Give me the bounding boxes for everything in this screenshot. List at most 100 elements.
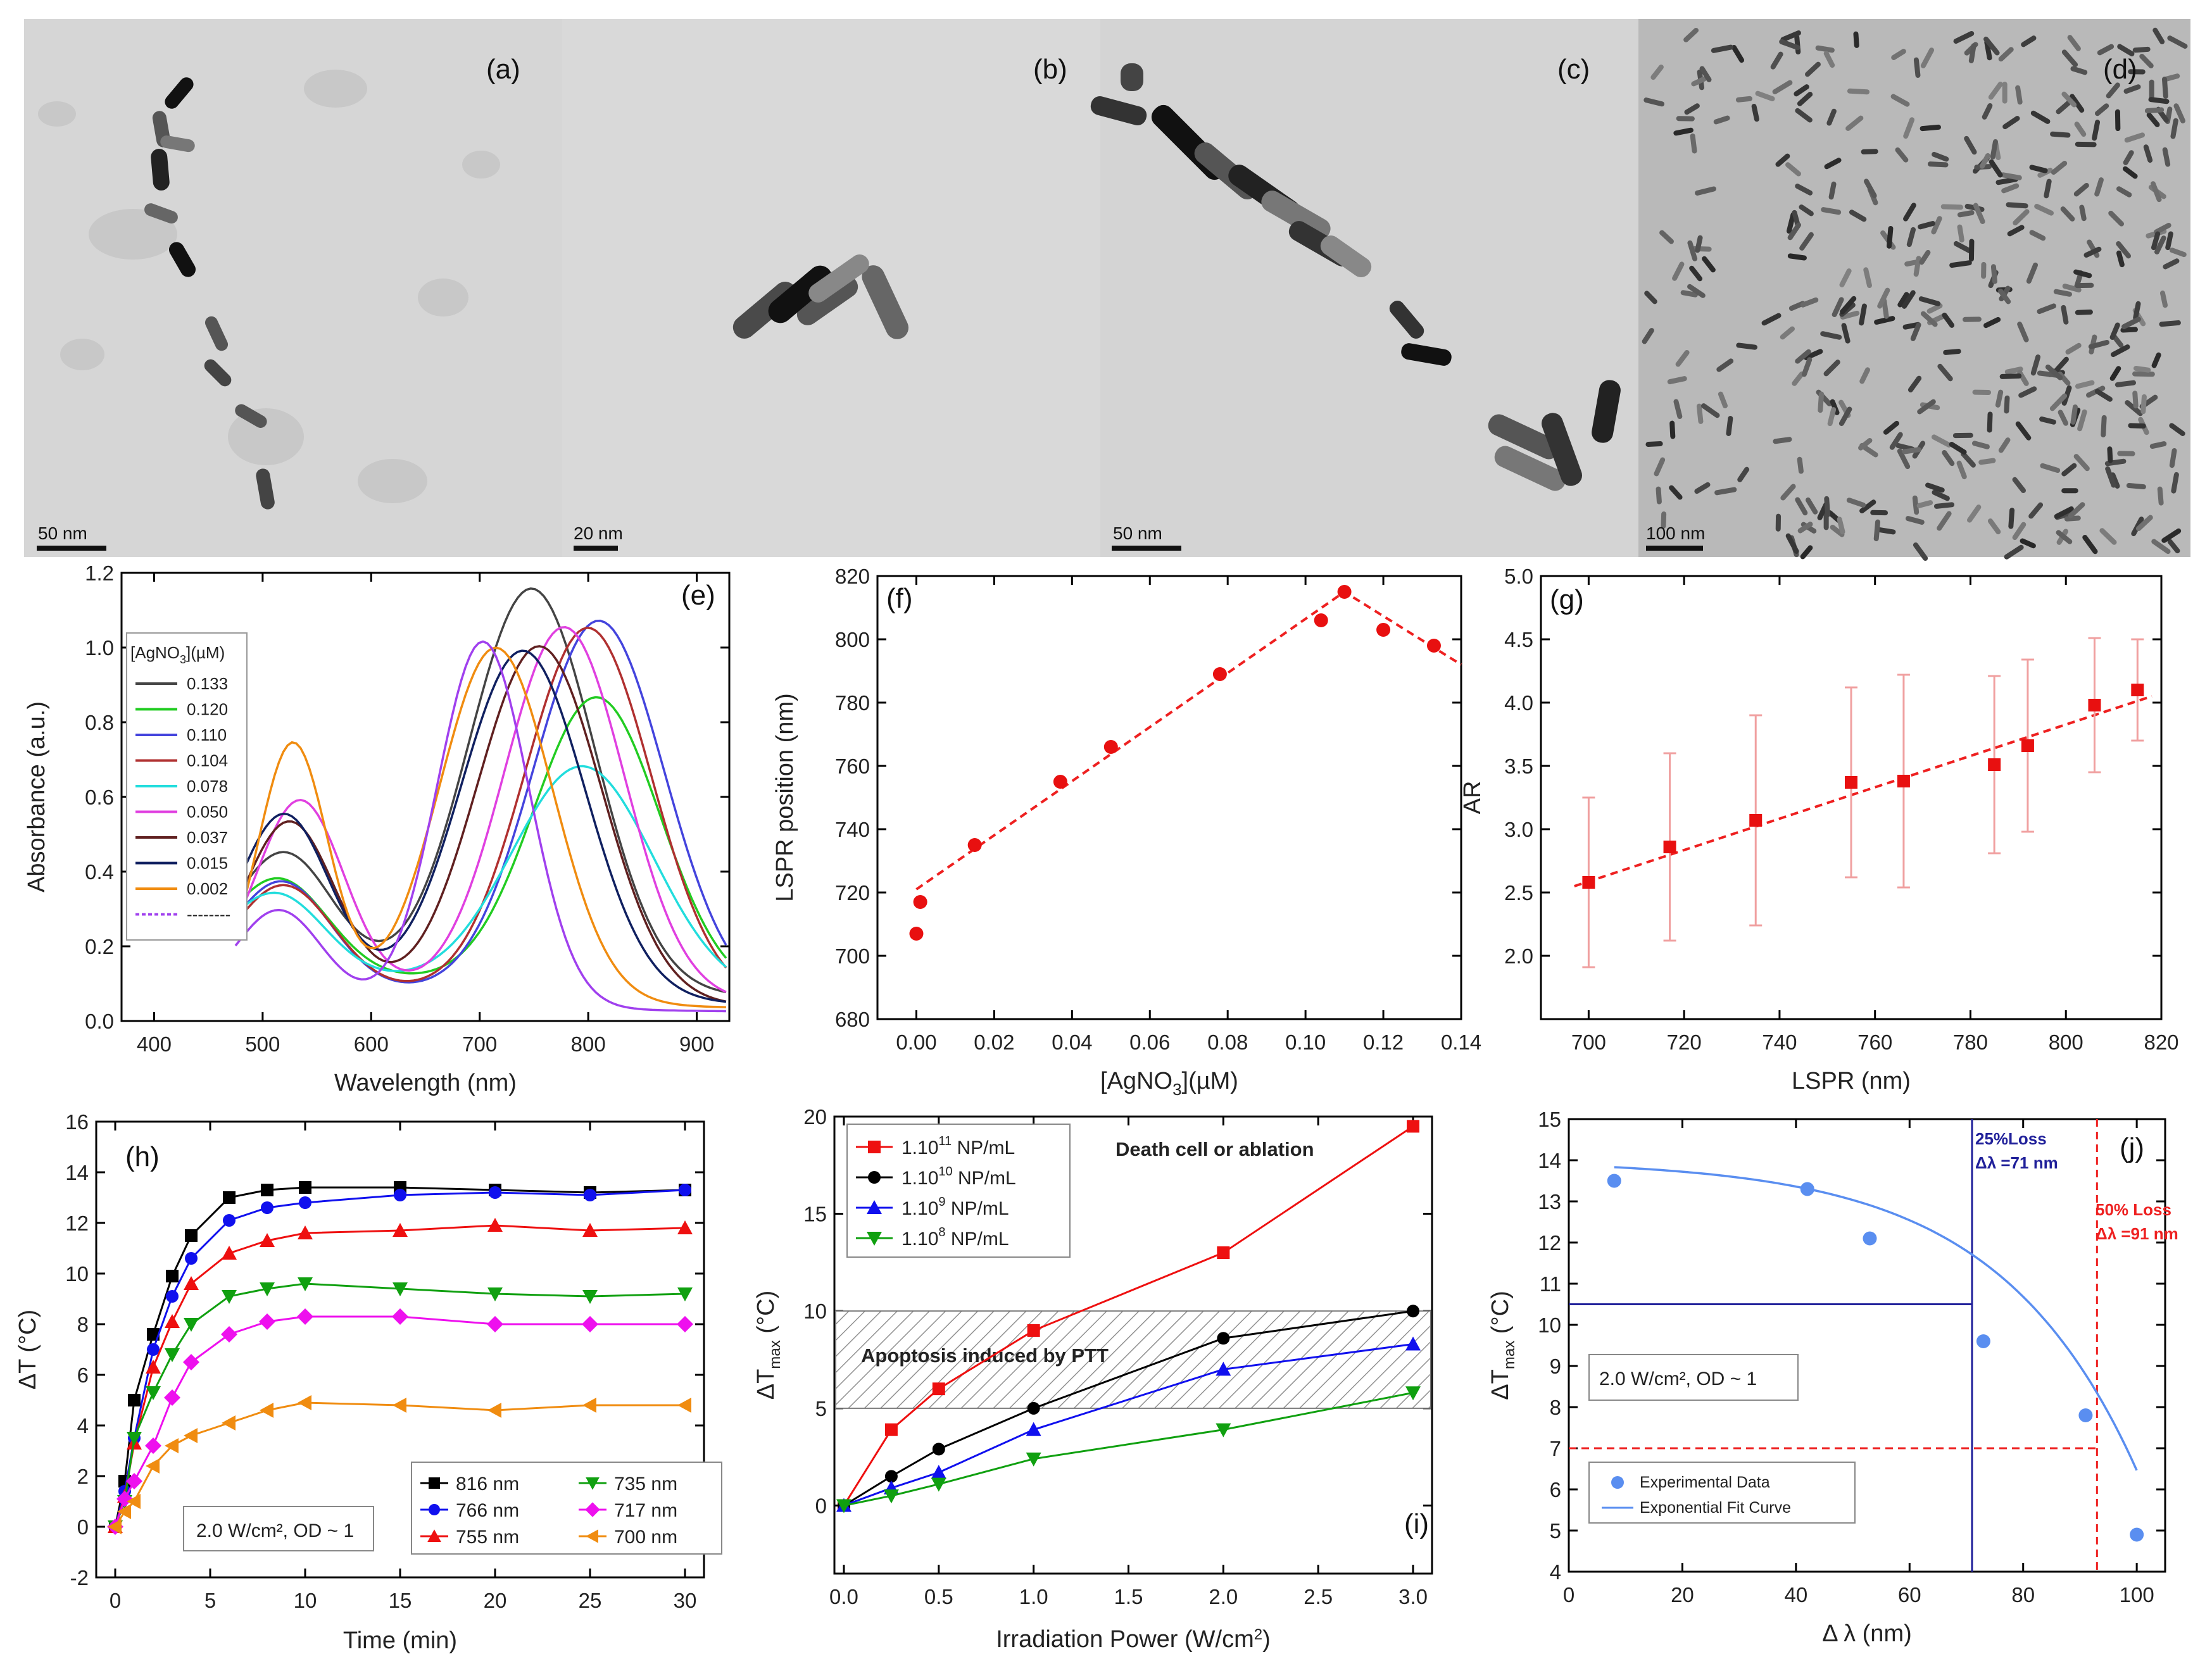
nanorod — [2006, 202, 2028, 209]
data-point — [1407, 1305, 1420, 1318]
data-point — [677, 1220, 693, 1234]
y-tick-label: 10 — [65, 1262, 89, 1286]
x-axis-label: Δ λ (nm) — [1822, 1620, 1912, 1647]
plot-frame — [876, 575, 1462, 1020]
annotation-box — [1588, 1354, 1799, 1401]
nanorod — [2126, 483, 2146, 490]
nanorod — [1770, 51, 1783, 70]
legend-label: 1.108 NP/mL — [902, 1225, 1009, 1250]
nanorod — [1853, 31, 1859, 48]
nanorod — [2067, 35, 2081, 51]
nanorod — [1995, 389, 2004, 408]
nanorod — [1805, 497, 1818, 515]
nanorod — [2128, 69, 2146, 75]
y-axis-label: Absorbance (a.u.) — [23, 701, 50, 892]
nanorod — [2132, 391, 2139, 409]
nanorod — [1695, 235, 1703, 253]
y-tick-label: 2 — [77, 1465, 89, 1488]
nanorod — [1861, 149, 1878, 154]
data-point — [128, 1394, 141, 1406]
nanorod — [1841, 323, 1851, 344]
panel-label: (e) — [681, 580, 715, 611]
nanorod — [1821, 207, 1842, 215]
nanorod — [1953, 241, 1973, 254]
legend: 816 nm 766 nm 755 nm 735 nm 717 nm 700 nm — [411, 1462, 722, 1555]
nanorod — [1691, 76, 1707, 87]
nanorod — [1690, 133, 1697, 154]
fit-curve — [1614, 1166, 2138, 1471]
data-point — [1407, 1120, 1420, 1133]
nanorod — [1890, 94, 1910, 107]
x-tick-label: 800 — [571, 1032, 606, 1056]
nanorod — [2139, 53, 2154, 68]
nanorod — [1659, 230, 1674, 244]
legend-label: 755 nm — [456, 1527, 519, 1548]
nanorod — [2061, 91, 2077, 108]
nanorod — [1787, 222, 1802, 241]
legend-marker — [867, 1200, 882, 1214]
y-tick-label: 4 — [77, 1414, 89, 1437]
data-point — [223, 1214, 236, 1227]
data-point — [394, 1189, 406, 1201]
data-point — [1026, 1422, 1041, 1436]
nanorod — [1687, 240, 1698, 261]
nanorod — [1998, 288, 2011, 304]
data-point — [222, 1415, 236, 1431]
nanorod — [1792, 371, 1804, 386]
x-tick-label: 20 — [484, 1589, 507, 1612]
nanorod — [1718, 391, 1728, 409]
data-point — [185, 1229, 198, 1242]
legend-box — [1588, 1462, 1856, 1524]
nanorod — [1889, 432, 1903, 450]
nanorod — [1845, 115, 1864, 131]
y-axis-label: ΔTmax (°C) — [1487, 1291, 1518, 1400]
nanorod — [1887, 225, 1894, 249]
fit-line — [1574, 695, 2152, 887]
y-tick-label: 16 — [65, 1110, 89, 1134]
nanorod — [2037, 303, 2056, 315]
nanorod — [1913, 542, 1928, 561]
nanorod — [2170, 118, 2178, 139]
data-point — [932, 1382, 945, 1396]
legend-marker — [1611, 1476, 1624, 1489]
nanorod — [1755, 91, 1775, 102]
y-tick-label: 1.0 — [85, 636, 114, 660]
x-tick-label: 80 — [2011, 1583, 2035, 1606]
x-axis-label: [AgNO3](µM) — [1100, 1068, 1238, 1099]
nanorod — [1775, 513, 1782, 532]
nanorod — [1978, 458, 1996, 465]
legend-label: 0.133 — [187, 674, 228, 693]
data-point — [2130, 1527, 2144, 1542]
nanorod — [2075, 380, 2095, 389]
nanorod — [1918, 296, 1941, 306]
nanorod — [1937, 363, 1953, 382]
nanorod — [1800, 297, 1819, 308]
data-point — [931, 1465, 946, 1479]
nanorod — [2169, 247, 2187, 258]
nanorod — [2050, 131, 2071, 138]
data-point — [117, 1504, 131, 1519]
data-point — [166, 1290, 179, 1303]
nanorod — [1795, 184, 1813, 196]
x-axis-label: Irradiation Power (W/cm2) — [996, 1626, 1271, 1653]
x-tick-label: 0.10 — [1285, 1030, 1326, 1054]
nanorod — [1942, 450, 1955, 467]
nanorod — [2004, 395, 2010, 414]
x-tick-label: 500 — [245, 1032, 280, 1056]
nanorod — [2094, 389, 2113, 402]
nanorod — [1737, 467, 1750, 482]
data-point — [147, 1343, 160, 1356]
y-tick-label: 740 — [835, 818, 870, 841]
panel-label: (h) — [125, 1141, 160, 1172]
legend-label: 0.037 — [187, 828, 228, 847]
nanorod — [1952, 432, 1973, 439]
nanorod — [2002, 116, 2020, 130]
nanorod — [2001, 172, 2022, 180]
nanorod — [1847, 88, 1870, 95]
y-tick-label: 0 — [815, 1494, 827, 1517]
nanorod — [1702, 256, 1716, 273]
spectrum-line — [234, 765, 727, 972]
nanorod — [1990, 264, 1997, 284]
nanorod — [1863, 178, 1877, 199]
